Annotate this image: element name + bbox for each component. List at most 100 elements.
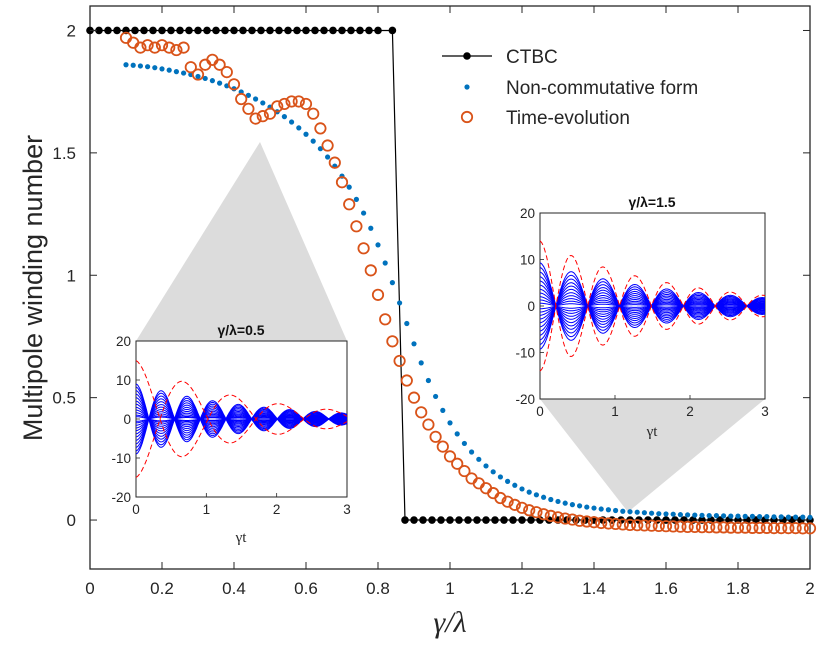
- y-tick-label: 2: [67, 21, 76, 40]
- ctbc-point: [149, 26, 157, 35]
- noncomm-point: [562, 500, 568, 506]
- time-evolution-point: [249, 112, 262, 125]
- time-evolution-point: [616, 518, 629, 531]
- time-evolution-point: [674, 520, 687, 533]
- time-evolution-point: [170, 43, 183, 57]
- noncomm-point: [382, 260, 388, 266]
- time-evolution-point: [458, 464, 471, 478]
- time-evolution-point: [638, 519, 651, 532]
- noncomm-point: [591, 505, 597, 511]
- inset-0.5-title: γ/λ=0.5: [217, 322, 264, 338]
- time-evolution-point: [386, 335, 399, 348]
- time-evolution-point: [551, 511, 565, 524]
- noncomm-point: [569, 502, 576, 508]
- time-evolution-point: [508, 498, 521, 511]
- time-evolution-point: [566, 513, 579, 526]
- noncomm-point: [728, 513, 734, 519]
- ctbc-point: [644, 516, 652, 524]
- noncomm-point: [469, 449, 475, 455]
- inset-1.5-xlabel: γt: [646, 424, 659, 440]
- ctbc-point: [266, 26, 274, 35]
- inset-dashed-curve: [539, 240, 766, 358]
- noncomm-point: [260, 100, 266, 106]
- noncomm-point: [749, 513, 756, 519]
- time-evolution-point: [436, 440, 449, 453]
- ctbc-point: [428, 516, 436, 524]
- noncomm-point: [706, 513, 712, 519]
- time-evolution-point: [580, 515, 593, 528]
- time-evolution-point: [631, 519, 644, 532]
- noncomm-point: [425, 377, 431, 384]
- x-tick-label: 0.6: [294, 579, 318, 598]
- time-evolution-point: [415, 406, 428, 419]
- noncomm-point: [159, 66, 165, 72]
- ctbc-point: [275, 26, 283, 35]
- inset-right-callout: [540, 399, 765, 512]
- ctbc-point: [388, 26, 397, 35]
- time-evolution-point: [523, 504, 536, 517]
- time-evolution-point: [321, 139, 334, 152]
- noncomm-point: [634, 509, 640, 515]
- time-evolution-point: [659, 520, 673, 533]
- noncomm-point: [735, 513, 741, 519]
- time-evolution-point: [328, 156, 341, 169]
- noncomm-point: [699, 512, 705, 518]
- ctbc-point: [491, 516, 499, 524]
- legend-noncomm-marker: [464, 84, 470, 90]
- time-evolution-point: [371, 288, 385, 301]
- time-evolution-point: [263, 107, 277, 120]
- inset-x-tick-label: 1: [611, 404, 619, 419]
- inset-y-tick-label: -20: [515, 392, 535, 407]
- time-evolution-point: [393, 354, 406, 368]
- time-evolution-point: [451, 457, 464, 470]
- noncomm-point: [785, 514, 792, 520]
- time-evolution-point: [184, 61, 197, 74]
- time-evolution-point: [350, 220, 363, 233]
- inset-0.5-xlabel: γt: [235, 530, 248, 546]
- time-evolution-point: [652, 519, 665, 533]
- time-evolution-point: [789, 522, 802, 535]
- noncomm-point: [289, 119, 295, 125]
- noncomm-point: [166, 67, 172, 73]
- ctbc-point: [257, 26, 265, 35]
- noncomm-point: [209, 78, 215, 84]
- time-evolution-point: [314, 122, 327, 135]
- time-evolution-point: [796, 522, 809, 535]
- ctbc-point: [401, 516, 409, 524]
- noncomm-point: [123, 62, 129, 68]
- ctbc-point: [446, 516, 454, 524]
- noncomm-point: [181, 70, 187, 76]
- x-tick-label: 1.4: [582, 579, 606, 598]
- inset-y-tick-label: 20: [520, 206, 535, 221]
- time-evolution-point: [134, 41, 147, 54]
- noncomm-point: [541, 494, 547, 500]
- time-evolution-point: [623, 518, 637, 532]
- noncomm-point: [253, 96, 259, 102]
- time-evolution-point: [782, 522, 795, 535]
- time-evolution-point: [343, 198, 356, 211]
- time-evolution-point: [587, 516, 601, 529]
- inset-1.5-curves: [539, 240, 766, 372]
- time-evolution-point: [256, 110, 269, 123]
- inset-solid-curve: [539, 271, 766, 350]
- noncomm-point: [677, 512, 684, 518]
- inset-y-tick-label: -20: [111, 490, 131, 505]
- legend-label-ctbc: CTBC: [506, 47, 558, 68]
- time-evolution-point: [177, 41, 190, 54]
- inset-x-tick-label: 2: [686, 404, 694, 419]
- noncomm-point: [598, 506, 604, 512]
- noncomm-point: [152, 65, 158, 71]
- ctbc-point: [410, 516, 418, 524]
- time-evolution-point: [335, 176, 349, 189]
- noncomm-point: [771, 514, 777, 520]
- inset-x-tick-label: 3: [761, 404, 769, 419]
- time-evolution-point: [191, 68, 205, 81]
- ctbc-point: [464, 516, 472, 524]
- noncomm-point: [778, 514, 784, 520]
- x-axis-label: γ/λ: [433, 606, 466, 639]
- inset-1.5-title: γ/λ=1.5: [628, 194, 675, 210]
- legend-label-time: Time-evolution: [506, 108, 630, 129]
- time-evolution-point: [731, 521, 745, 534]
- noncomm-point: [713, 513, 720, 519]
- time-evolution-point: [717, 521, 730, 534]
